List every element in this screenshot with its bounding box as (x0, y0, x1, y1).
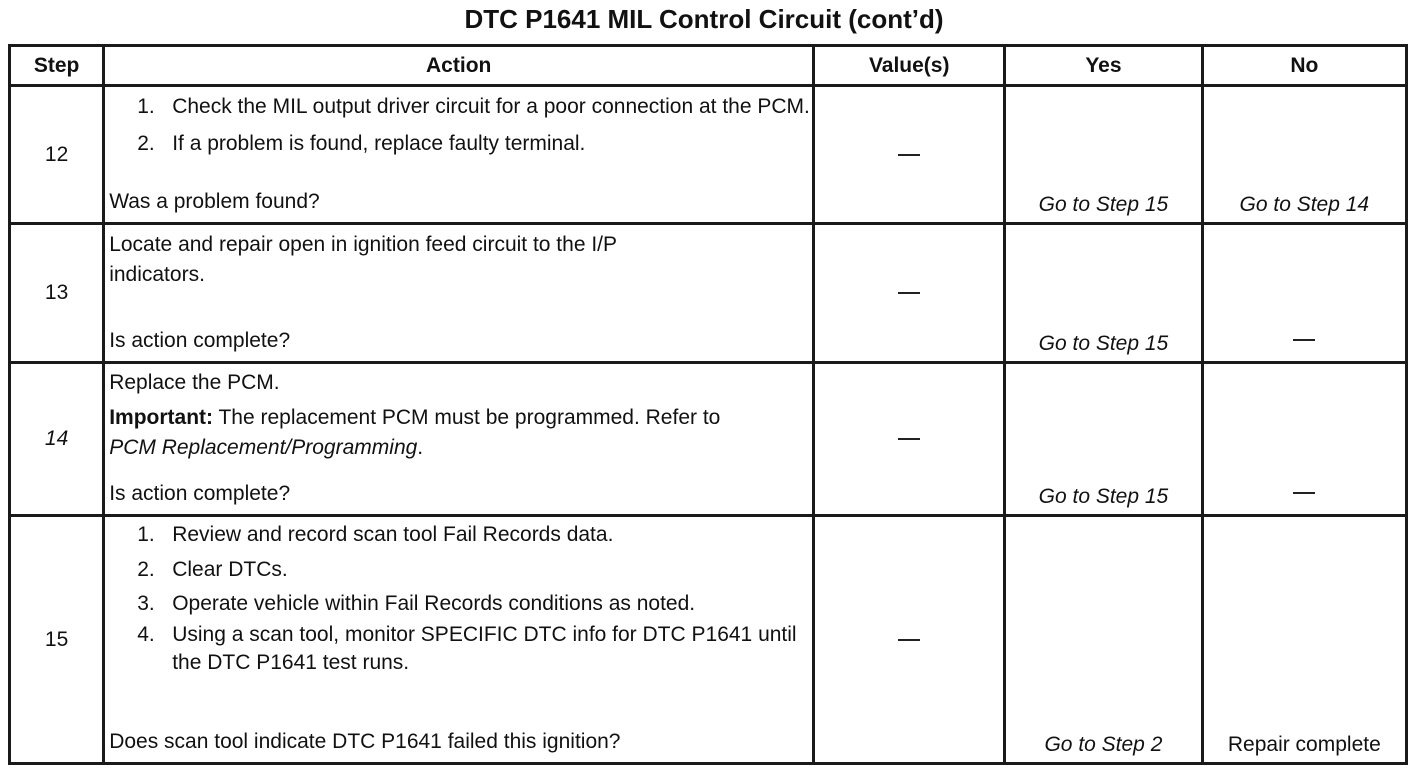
action-text: Locate and repair open in ignition feed … (109, 233, 617, 286)
value-cell (812, 84, 1007, 225)
procedure-reference: PCM Replacement/Programming (109, 436, 418, 459)
list-item: 3. Operate vehicle within Fail Records co… (137, 592, 696, 615)
action-list: 1. Check the MIL output driver circuit fo… (105, 92, 812, 159)
no-cell: Go to Step 14 (1200, 84, 1408, 225)
action-question: Is action complete? (109, 329, 291, 352)
action-question: Is action complete? (109, 482, 291, 505)
important-label: Important: (109, 406, 214, 429)
list-item: 2. If a problem is found, replace faulty … (137, 132, 586, 155)
table-row: 12 1. Check the MIL output driver circuit… (7, 84, 1408, 225)
no-cell: Repair complete (1200, 514, 1408, 765)
list-item: 2. Clear DTCs. (137, 558, 288, 581)
header-row: Step Action Value(s) Yes No (7, 44, 1408, 87)
page-title: DTC P1641 MIL Control Circuit (cont’d) (464, 4, 944, 34)
action-question: Was a problem found? (109, 190, 320, 213)
table-row: 14 Replace the PCM. Important: The repla… (7, 361, 1408, 517)
yes-cell: Go to Step 15 (1003, 222, 1204, 364)
no-cell (1200, 361, 1408, 517)
dash-mark (1293, 338, 1316, 341)
yes-cell: Go to Step 2 (1003, 514, 1204, 765)
dash-mark (898, 438, 921, 441)
header-values: Value(s) (812, 44, 1007, 87)
action-cell: Locate and repair open in ignition feed … (102, 222, 816, 364)
dash-mark (1293, 491, 1316, 494)
yes-cell: Go to Step 15 (1003, 361, 1204, 517)
list-item: 1. Check the MIL output driver circuit fo… (137, 95, 810, 118)
action-cell: 1. Review and record scan tool Fail Recor… (102, 514, 816, 765)
value-cell (812, 514, 1007, 765)
value-cell (812, 361, 1007, 517)
dash-mark (898, 292, 921, 295)
action-text: Replace the PCM. (109, 371, 280, 394)
dash-mark (898, 638, 921, 641)
header-action: Action (102, 44, 816, 87)
table-row: 13 Locate and repair open in ignition fe… (7, 222, 1408, 364)
header-no: No (1200, 44, 1408, 87)
no-cell (1200, 222, 1408, 364)
step-number: 13 (7, 222, 106, 364)
dash-mark (898, 153, 921, 156)
list-item: 4. Using a scan tool, monitor SPECIFIC DT… (137, 623, 797, 674)
step-number: 15 (7, 514, 106, 765)
action-question: Does scan tool indicate DTC P1641 failed… (109, 730, 621, 753)
yes-cell: Go to Step 15 (1003, 84, 1204, 225)
list-item: 1. Review and record scan tool Fail Recor… (137, 523, 614, 546)
header-step: Step (7, 44, 106, 87)
value-cell (812, 222, 1007, 364)
step-number: 14 (7, 361, 106, 517)
action-list: 1. Review and record scan tool Fail Recor… (105, 520, 812, 677)
table-row: 15 1. Review and record scan tool Fail Re… (7, 514, 1408, 765)
header-yes: Yes (1003, 44, 1204, 87)
diagnostic-table: Step Action Value(s) Yes No 12 1. Check t… (7, 44, 1408, 765)
action-cell: Replace the PCM. Important: The replacem… (102, 361, 816, 517)
step-number: 12 (7, 84, 106, 225)
action-cell: 1. Check the MIL output driver circuit fo… (102, 84, 816, 225)
important-note: Important: The replacement PCM must be p… (109, 406, 721, 459)
